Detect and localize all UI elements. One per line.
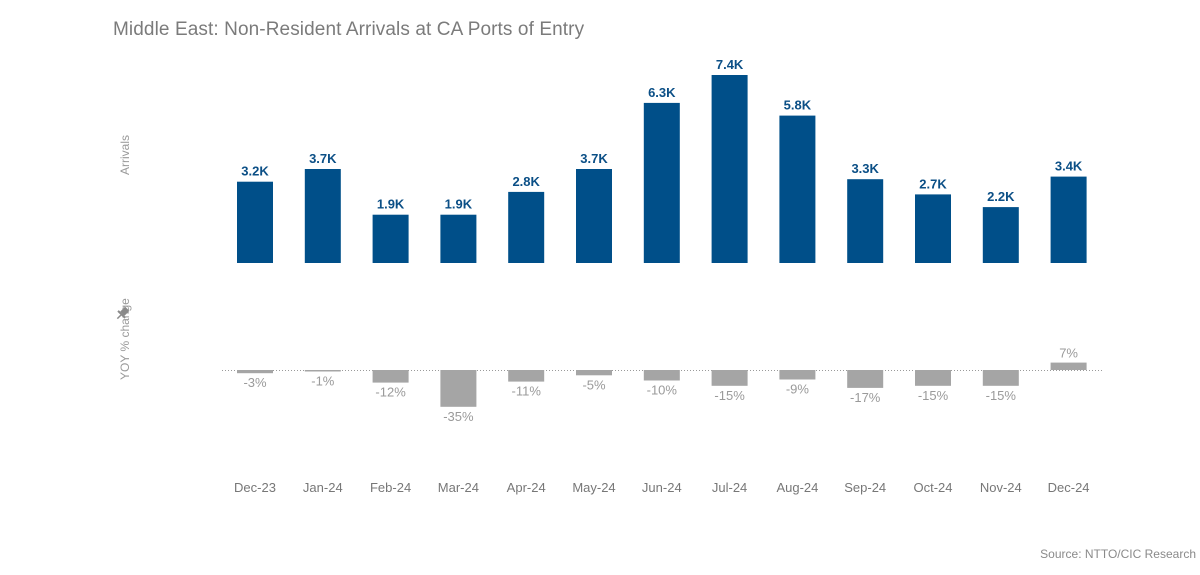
arrivals-bar xyxy=(372,214,409,263)
yoy-bar xyxy=(304,370,341,372)
arrivals-value-label: 2.2K xyxy=(987,189,1015,204)
arrivals-value-label: 3.7K xyxy=(309,151,337,166)
arrivals-value-label: 5.8K xyxy=(784,98,812,113)
yoy-bar xyxy=(576,370,612,376)
yoy-bar xyxy=(711,370,748,386)
arrivals-bar xyxy=(237,181,273,263)
arrivals-bar xyxy=(508,191,545,263)
yoy-value-label: -1% xyxy=(311,374,335,389)
x-tick-label: Dec-24 xyxy=(1048,480,1090,495)
arrivals-bar xyxy=(576,169,612,263)
x-tick-label: Dec-23 xyxy=(234,480,276,495)
yoy-value-label: -15% xyxy=(918,388,949,403)
yoy-bar xyxy=(915,370,951,386)
arrivals-bar xyxy=(982,207,1019,263)
arrivals-value-label: 1.9K xyxy=(377,197,405,212)
yoy-bar xyxy=(440,370,477,407)
yoy-value-label: 7% xyxy=(1059,346,1078,361)
arrivals-bar xyxy=(643,102,680,264)
yoy-axis-title: YOY % change xyxy=(118,298,132,380)
yoy-value-label: -15% xyxy=(986,388,1017,403)
x-axis-ticks: Dec-23 Jan-24 Feb-24 Mar-24 Apr-24 May-24 Jun-… xyxy=(234,480,1090,495)
arrivals-value-label: 1.9K xyxy=(445,197,473,212)
arrivals-value-label: 3.3K xyxy=(851,161,879,176)
arrivals-bar xyxy=(847,179,884,263)
arrivals-value-label: 7.4K xyxy=(716,57,744,72)
arrivals-bar xyxy=(1050,176,1087,263)
yoy-bar xyxy=(1050,362,1087,370)
arrivals-value-label: 3.7K xyxy=(580,151,608,166)
arrivals-axis-title: Arrivals xyxy=(118,135,132,175)
yoy-bar xyxy=(643,370,680,381)
yoy-value-label: -15% xyxy=(714,388,745,403)
yoy-bar xyxy=(508,370,545,382)
arrivals-bars: 3.2K 3.7K 1.9K 1.9K 2.8K 3.7K 6.3K 7.4K 5.8K 3.3K… xyxy=(237,57,1087,264)
arrivals-value-label: 3.2K xyxy=(241,164,269,179)
arrivals-bar xyxy=(779,115,816,263)
chart-title: Middle East: Non-Resident Arrivals at CA… xyxy=(113,19,585,40)
arrivals-value-label: 6.3K xyxy=(648,85,676,100)
x-tick-label: May-24 xyxy=(572,480,615,495)
arrivals-bar xyxy=(711,75,748,263)
yoy-bars: -3% -1% -12% -35% -11% -5% -10% -15% -9% -17% -15%… xyxy=(237,346,1087,424)
x-tick-label: Mar-24 xyxy=(438,480,479,495)
pin-icon[interactable] xyxy=(114,305,131,322)
yoy-value-label: -35% xyxy=(443,409,474,424)
yoy-bar xyxy=(372,370,409,383)
x-tick-label: Sep-24 xyxy=(844,480,886,495)
yoy-value-label: -3% xyxy=(243,375,267,390)
arrivals-value-label: 3.4K xyxy=(1055,159,1083,174)
arrivals-value-label: 2.8K xyxy=(512,174,540,189)
source-note: Source: NTTO/CIC Research xyxy=(1040,547,1196,561)
yoy-value-label: -5% xyxy=(582,377,606,392)
arrivals-value-label: 2.7K xyxy=(919,176,947,191)
x-tick-label: Nov-24 xyxy=(980,480,1022,495)
yoy-value-label: -9% xyxy=(786,381,810,396)
yoy-value-label: -17% xyxy=(850,390,881,405)
yoy-value-label: -12% xyxy=(375,385,406,400)
arrivals-bar xyxy=(304,169,341,263)
yoy-axis-title-group: YOY % change xyxy=(118,298,132,380)
x-tick-label: Feb-24 xyxy=(370,480,411,495)
yoy-bar xyxy=(847,370,884,388)
yoy-bar xyxy=(982,370,1019,386)
x-tick-label: Jun-24 xyxy=(642,480,682,495)
yoy-bar xyxy=(237,370,273,374)
yoy-value-label: -11% xyxy=(512,384,542,399)
x-tick-label: Apr-24 xyxy=(507,480,546,495)
yoy-bar xyxy=(779,370,816,380)
x-tick-label: Aug-24 xyxy=(776,480,818,495)
x-tick-label: Jul-24 xyxy=(712,480,747,495)
yoy-value-label: -10% xyxy=(647,383,678,398)
x-tick-label: Oct-24 xyxy=(913,480,952,495)
arrivals-bar xyxy=(915,194,951,263)
arrivals-bar xyxy=(440,214,477,263)
x-tick-label: Jan-24 xyxy=(303,480,343,495)
